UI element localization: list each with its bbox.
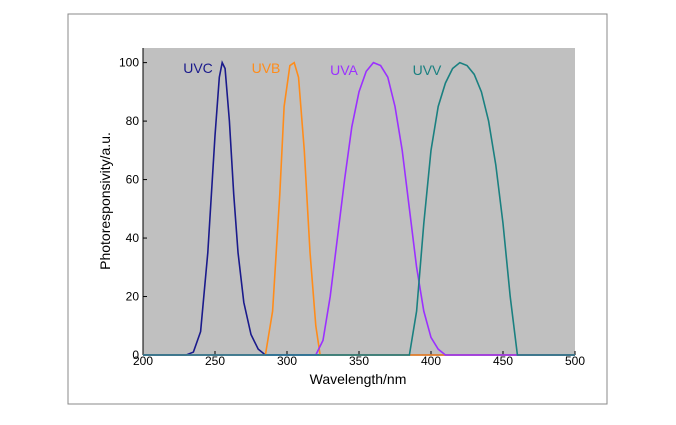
y-tick-label: 40 — [126, 231, 140, 245]
series-label: UVV — [413, 62, 442, 78]
series-label: UVB — [252, 60, 281, 76]
series-line — [143, 61, 575, 356]
x-tick-label: 400 — [421, 354, 441, 368]
x-tick-label: 250 — [205, 354, 225, 368]
y-axis-label: Photoresponsivity/a.u. — [97, 132, 113, 270]
x-tick-label: 300 — [277, 354, 297, 368]
y-tick-label: 60 — [126, 173, 140, 187]
y-tick-label: 0 — [132, 348, 139, 362]
series-label: UVA — [330, 62, 358, 78]
plot-area — [143, 48, 575, 355]
x-tick-label: 450 — [493, 354, 513, 368]
x-axis-label: Wavelength/nm — [310, 371, 407, 387]
x-tick-label: 200 — [133, 354, 153, 368]
x-tick-label: 350 — [349, 354, 369, 368]
series-line — [143, 61, 575, 356]
series-line — [143, 61, 575, 356]
y-tick-label: 100 — [119, 56, 139, 70]
y-tick-label: 20 — [126, 290, 140, 304]
series-label: UVC — [183, 60, 213, 76]
x-tick-label: 500 — [565, 354, 585, 368]
series-line — [143, 60, 575, 356]
y-tick-label: 80 — [126, 114, 140, 128]
